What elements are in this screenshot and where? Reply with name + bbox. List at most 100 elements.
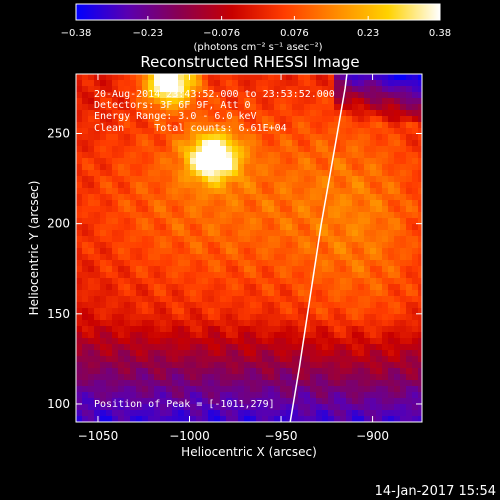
heatmap-cell [112,188,119,195]
heatmap-cell [130,98,137,105]
heatmap-cell [76,92,83,99]
heatmap-cell [214,218,221,225]
heatmap-cell [160,86,167,93]
heatmap-cell [370,350,377,357]
heatmap-cell [256,332,263,339]
heatmap-cell [418,206,422,213]
heatmap-cell [262,416,269,422]
heatmap-cell [196,362,203,369]
heatmap-cell [184,380,191,387]
heatmap-cell [76,230,83,237]
heatmap-cell [304,218,311,225]
heatmap-cell [196,194,203,201]
heatmap-cell [100,176,107,183]
heatmap-cell [214,176,221,183]
heatmap-cell [184,134,191,141]
heatmap-cell [148,236,155,243]
heatmap-cell [190,362,197,369]
heatmap-cell [148,98,155,105]
heatmap-cell [298,332,305,339]
heatmap-cell [394,374,401,381]
heatmap-cell [118,368,125,375]
heatmap-cell [352,188,359,195]
heatmap-cell [160,284,167,291]
heatmap-cell [352,212,359,219]
heatmap-cell [88,380,95,387]
heatmap-cell [226,404,233,411]
heatmap-cell [154,218,161,225]
heatmap-cell [244,350,251,357]
heatmap-cell [190,242,197,249]
heatmap-cell [334,254,341,261]
heatmap-cell [358,140,365,147]
heatmap-cell [250,380,257,387]
heatmap-cell [256,206,263,213]
heatmap-cell [196,386,203,393]
heatmap-cell [286,266,293,273]
heatmap-cell [310,140,317,147]
heatmap-cell [268,254,275,261]
heatmap-cell [202,386,209,393]
heatmap-cell [406,410,413,417]
heatmap-cell [202,272,209,279]
heatmap-cell [76,368,83,375]
heatmap-cell [406,290,413,297]
heatmap-cell [226,170,233,177]
heatmap-cell [82,356,89,363]
heatmap-cell [136,260,143,267]
heatmap-cell [178,374,185,381]
heatmap-cell [232,344,239,351]
heatmap-cell [232,170,239,177]
heatmap-cell [376,104,383,111]
heatmap-cell [292,356,299,363]
heatmap-cell [370,326,377,333]
heatmap-cell [220,284,227,291]
heatmap-cell [178,350,185,357]
heatmap-cell [166,272,173,279]
heatmap-cell [364,260,371,267]
heatmap-cell [400,284,407,291]
heatmap-cell [148,368,155,375]
heatmap-cell [130,350,137,357]
heatmap-cell [346,80,353,87]
heatmap-cell [142,320,149,327]
heatmap-cell [118,416,125,422]
heatmap-cell [328,326,335,333]
heatmap-cell [418,254,422,261]
heatmap-cell [268,86,275,93]
heatmap-cell [334,248,341,255]
heatmap-cell [280,158,287,165]
heatmap-cell [112,236,119,243]
heatmap-cell [88,152,95,159]
heatmap-cell [118,182,125,189]
heatmap-cell [274,212,281,219]
heatmap-cell [238,272,245,279]
heatmap-cell [370,404,377,411]
heatmap-cell [370,164,377,171]
heatmap-cell [382,230,389,237]
heatmap-cell [238,80,245,87]
heatmap-cell [220,356,227,363]
heatmap-cell [412,188,419,195]
heatmap-cell [184,218,191,225]
heatmap-cell [268,170,275,177]
heatmap-cell [208,224,215,231]
heatmap-cell [124,122,131,129]
heatmap-cell [82,332,89,339]
heatmap-cell [106,92,113,99]
y-tick-label: 250 [47,127,70,141]
heatmap-cell [250,368,257,375]
heatmap-cell [418,230,422,237]
heatmap-cell [76,200,83,207]
heatmap-cell [346,320,353,327]
heatmap-cell [274,170,281,177]
heatmap-cell [196,164,203,171]
heatmap-cell [274,176,281,183]
heatmap-cell [358,188,365,195]
heatmap-cell [178,284,185,291]
heatmap-cell [190,368,197,375]
heatmap-cell [172,392,179,399]
heatmap-cell [274,290,281,297]
heatmap-cell [232,152,239,159]
heatmap-cell [100,188,107,195]
